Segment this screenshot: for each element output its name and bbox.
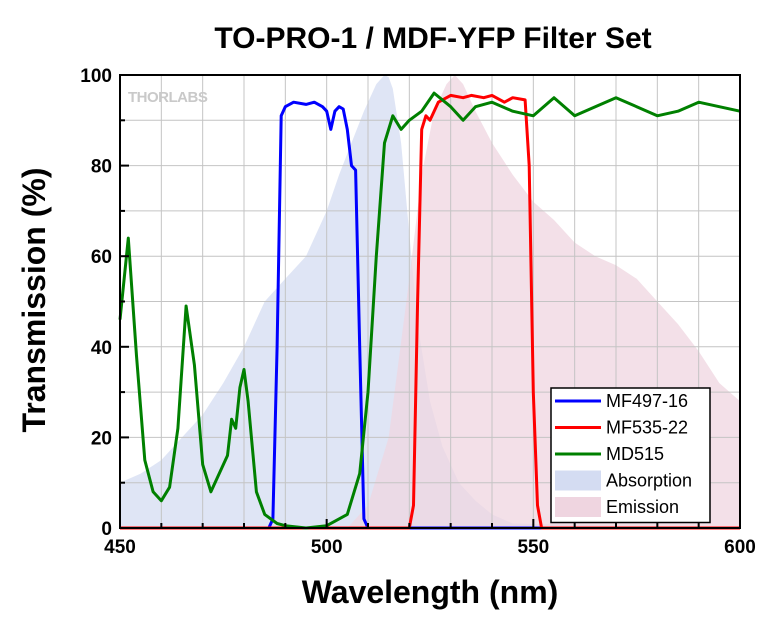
legend: MF497-16 MF535-22 MD515 Absorption Emission (550, 387, 711, 524)
tick-label-layer: 450 500 550 600 0 20 40 60 80 100 (80, 66, 756, 558)
tick-layer (119, 74, 741, 529)
y-tick-label: 40 (91, 338, 112, 359)
y-tick-label: 0 (101, 519, 112, 540)
legend-swatch-absorption (555, 470, 601, 491)
x-axis-title: Wavelength (nm) (302, 574, 559, 610)
legend-label-absorption: Absorption (606, 471, 692, 491)
legend-label-md515: MD515 (606, 444, 664, 464)
legend-label-mf535-22: MF535-22 (606, 418, 688, 438)
series-line-md515 (118, 91, 741, 530)
y-tick-label: 20 (91, 428, 112, 449)
legend-swatch-emission (555, 497, 601, 517)
y-tick-label: 100 (80, 66, 112, 87)
thorlabs-watermark: THORLABS (128, 89, 208, 106)
x-tick-label: 500 (311, 537, 343, 558)
series-line-mf535-22 (120, 93, 740, 530)
legend-label-emission: Emission (606, 497, 679, 517)
y-tick-label: 80 (91, 157, 112, 178)
y-axis-title: Transmission (%) (16, 168, 52, 433)
x-tick-label: 600 (724, 537, 756, 558)
chart-title: TO-PRO-1 / MDF-YFP Filter Set (214, 22, 651, 55)
x-tick-label: 450 (104, 537, 136, 558)
legend-label-mf497-16: MF497-16 (606, 391, 688, 411)
y-tick-label: 60 (91, 247, 112, 268)
line-series-layer (118, 91, 741, 530)
series-line-mf497-16 (120, 100, 740, 530)
x-tick-label: 550 (517, 537, 549, 558)
